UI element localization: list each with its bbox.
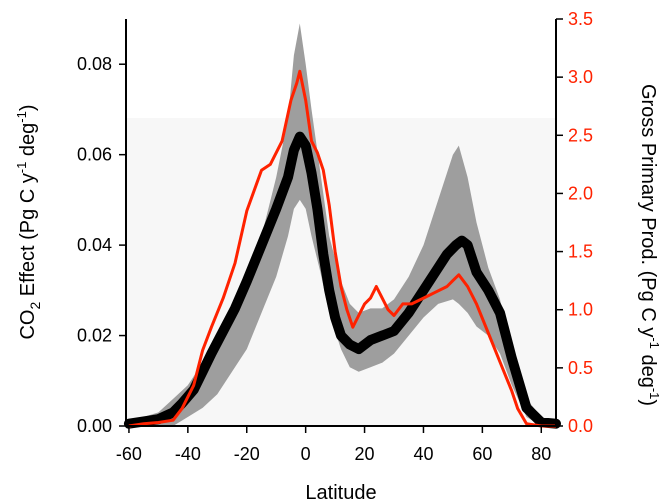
x-tick-label: 80 bbox=[531, 444, 551, 464]
tick-layer: -60 -40 -20 0 20 40 60 80 0.00 0.02 0.04 0.06 0.08 0.… bbox=[77, 9, 593, 464]
y-left-tick-label: 0.06 bbox=[77, 145, 112, 165]
right-axis-title: Gross Primary Prod. (Pg C y-1 deg-1) bbox=[637, 84, 662, 406]
y-right-tick-label: 1.0 bbox=[568, 300, 593, 320]
left-axis-title: CO2 Effect (Pg C y-1 deg-1) bbox=[14, 104, 43, 339]
co2-effect-line bbox=[123, 131, 561, 429]
x-tick-label: 20 bbox=[355, 444, 375, 464]
y-right-tick-label: 1.5 bbox=[568, 242, 593, 262]
y-right-tick-label: 3.5 bbox=[568, 9, 593, 29]
y-right-tick-label: 0.5 bbox=[568, 358, 593, 378]
y-right-tick-label: 2.5 bbox=[568, 125, 593, 145]
y-right-tick-label: 3.0 bbox=[568, 67, 593, 87]
x-tick-label: -20 bbox=[234, 444, 260, 464]
background-shade bbox=[126, 118, 556, 426]
x-tick-label: -40 bbox=[175, 444, 201, 464]
x-tick-label: 0 bbox=[301, 444, 311, 464]
y-right-tick-label: 2.0 bbox=[568, 183, 593, 203]
y-left-tick-label: 0.02 bbox=[77, 326, 112, 346]
x-tick-label: 60 bbox=[472, 444, 492, 464]
y-right-tick-label: 0.0 bbox=[568, 416, 593, 436]
co2-uncertainty-band bbox=[128, 23, 556, 426]
y-left-tick-label: 0.08 bbox=[77, 54, 112, 74]
uncertainty-band bbox=[128, 23, 556, 426]
y-left-tick-label: 0.00 bbox=[77, 416, 112, 436]
x-axis-title: Latitude bbox=[305, 482, 376, 504]
series-layer bbox=[123, 69, 561, 429]
x-tick-label: 40 bbox=[413, 444, 433, 464]
y-left-tick-label: 0.04 bbox=[77, 235, 112, 255]
x-tick-label: -60 bbox=[116, 444, 142, 464]
gpp-line bbox=[128, 69, 556, 428]
